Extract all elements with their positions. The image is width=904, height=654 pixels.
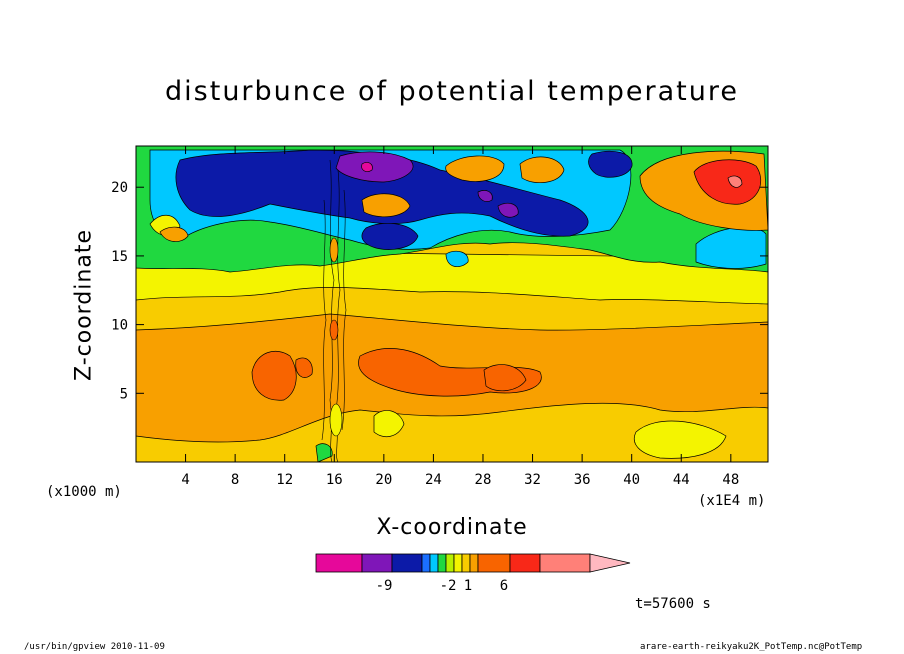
chart-title: disturbunce of potential temperature: [165, 76, 739, 107]
colorbar-label-1: -2: [440, 578, 457, 594]
patch-pink-right: [727, 175, 743, 188]
patch-orange-left: [159, 226, 189, 242]
x-tick-label-2: 12: [276, 472, 293, 488]
footer-left: /usr/bin/gpview 2010-11-09: [24, 642, 165, 652]
x-tick-label-3: 16: [326, 472, 343, 488]
x-tick-label-0: 4: [181, 472, 189, 488]
colorbar-segment-6: [445, 553, 455, 573]
colorbar: -9 -2 1 6: [315, 553, 631, 594]
colorbar-segment-3: [421, 553, 431, 573]
patch-orange-mid: [361, 193, 411, 218]
x-axis: 4 8 12 16 20 24 28 32 36 40 44 48: [181, 146, 739, 488]
patch-blue-right: [588, 151, 633, 178]
colorbar-segment-12: [539, 553, 591, 573]
x-unit-left: (x1000 m): [46, 484, 122, 500]
patch-magenta: [361, 162, 373, 172]
patch-orange-top-left: [445, 155, 505, 182]
colorbar-segment-1: [361, 553, 393, 573]
y-axis: 5 10 15 20: [111, 180, 768, 402]
patch-purple-top: [335, 151, 414, 183]
x-axis-label: X-coordinate: [376, 515, 528, 540]
colorbar-segment-7: [453, 553, 463, 573]
colorbar-arrow: [589, 553, 631, 573]
x-tick-label-4: 20: [375, 472, 392, 488]
patch-purple-left: [477, 190, 493, 202]
footer-right: arare-earth-reikyaku2K_PotTemp.nc@PotTem…: [640, 642, 863, 652]
patch-orange-top-mid: [519, 156, 565, 184]
patch-purple-mid: [497, 202, 519, 218]
x-tick-label-11: 48: [722, 472, 739, 488]
colorbar-segment-4: [429, 553, 439, 573]
patch-cyan-left: [445, 250, 469, 268]
patch-yellow-bottom-right: [634, 420, 727, 459]
patch-yellow-bottom-left: [373, 410, 405, 438]
colorbar-label-3: 6: [500, 578, 508, 594]
patch-deep-orange-3: [483, 364, 527, 392]
patch-green-bottom: [315, 443, 333, 462]
x-unit-right: (x1E4 m): [698, 493, 766, 509]
patch-blue-lower: [361, 222, 419, 250]
colorbar-label-0: -9: [376, 578, 393, 594]
colorbar-segment-8: [461, 553, 471, 573]
colorbar-segment-9: [469, 553, 479, 573]
x-tick-label-7: 32: [524, 472, 541, 488]
colorbar-segment-5: [437, 553, 447, 573]
patch-red-right: [693, 159, 761, 205]
colorbar-segment-11: [509, 553, 541, 573]
colorbar-segment-0: [315, 553, 363, 573]
y-tick-label-0: 5: [120, 386, 128, 402]
patch-deep-orange-1: [251, 351, 297, 401]
x-tick-label-5: 24: [425, 472, 442, 488]
vertical-disturbance-column: [321, 159, 347, 462]
y-axis-label: Z-coordinate: [71, 229, 97, 381]
plot-frame: [135, 145, 769, 463]
patch-deep-orange-4: [295, 357, 313, 378]
x-tick-label-9: 40: [623, 472, 640, 488]
colorbar-segment-2: [391, 553, 423, 573]
y-tick-label-3: 20: [111, 180, 128, 196]
x-tick-label-6: 28: [475, 472, 492, 488]
heatmap-field: [136, 146, 768, 462]
y-tick-label-1: 10: [111, 318, 128, 334]
time-label: t=57600 s: [635, 596, 711, 612]
colorbar-label-2: 1: [464, 578, 472, 594]
x-tick-label-1: 8: [231, 472, 239, 488]
x-tick-label-10: 44: [673, 472, 690, 488]
x-tick-label-8: 36: [574, 472, 591, 488]
y-tick-label-2: 15: [111, 249, 128, 265]
colorbar-segment-10: [477, 553, 511, 573]
patch-cyan-right: [695, 226, 767, 269]
